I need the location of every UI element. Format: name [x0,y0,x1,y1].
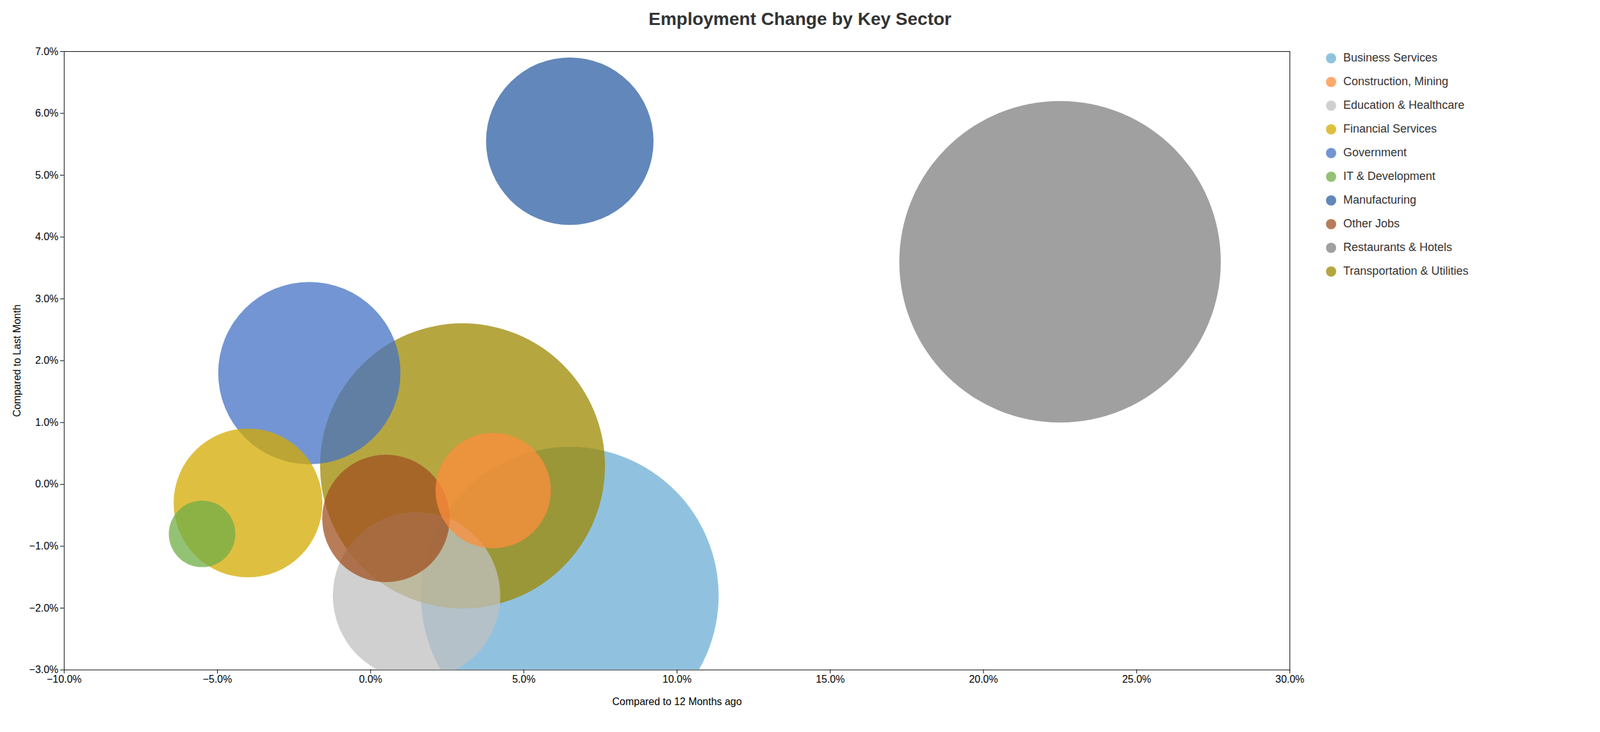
html-text:Employment Change by Key Secto: Employment Change by Key Sector [648,8,952,29]
svg-text:25.0%: 25.0% [1122,673,1152,685]
svg-text:20.0%: 20.0% [968,673,998,685]
html-text:Education & Healthcare: Education & Healthcare [1343,98,1465,112]
svg-text:−1.0%: −1.0% [29,540,59,552]
svg-text:0.0%: 0.0% [359,673,383,685]
html-text:Transportation & Utilities: Transportation & Utilities [1343,264,1469,278]
svg-text:0.0%: 0.0% [35,478,59,490]
svg-text:2.0%: 2.0% [35,354,59,366]
svg-text:−3.0%: −3.0% [29,664,59,675]
html-text:Construction, Mining: Construction, Mining [1343,74,1449,88]
svg-text:15.0%: 15.0% [815,673,845,685]
svg-text:−5.0%: −5.0% [202,673,233,685]
svg-text:30.0%: 30.0% [1275,673,1305,685]
svg-text:10.0%: 10.0% [662,673,692,685]
html-text:Financial Services: Financial Services [1343,122,1437,136]
svg-text:−10.0%: −10.0% [46,673,82,685]
svg-text:−2.0%: −2.0% [29,602,59,614]
svg-text:3.0%: 3.0% [35,293,59,305]
html-text:Manufacturing: Manufacturing [1343,193,1417,207]
html-text:Government: Government [1343,145,1407,159]
svg-text:5.0%: 5.0% [512,673,536,685]
svg-text:Compared to 12 Months ago: Compared to 12 Months ago [612,695,742,707]
svg-text:1.0%: 1.0% [35,416,59,428]
svg-text:5.0%: 5.0% [35,169,59,181]
html-text:Restaurants & Hotels: Restaurants & Hotels [1343,240,1453,254]
svg-text:7.0%: 7.0% [35,46,59,57]
svg-text:4.0%: 4.0% [35,231,59,243]
html-text:IT & Development: IT & Development [1343,169,1436,183]
html-text:Other Jobs: Other Jobs [1343,217,1400,230]
html-text:Business Services: Business Services [1343,51,1438,65]
svg-text:6.0%: 6.0% [35,107,59,119]
svg-text:Compared to Last Month: Compared to Last Month [11,304,23,417]
